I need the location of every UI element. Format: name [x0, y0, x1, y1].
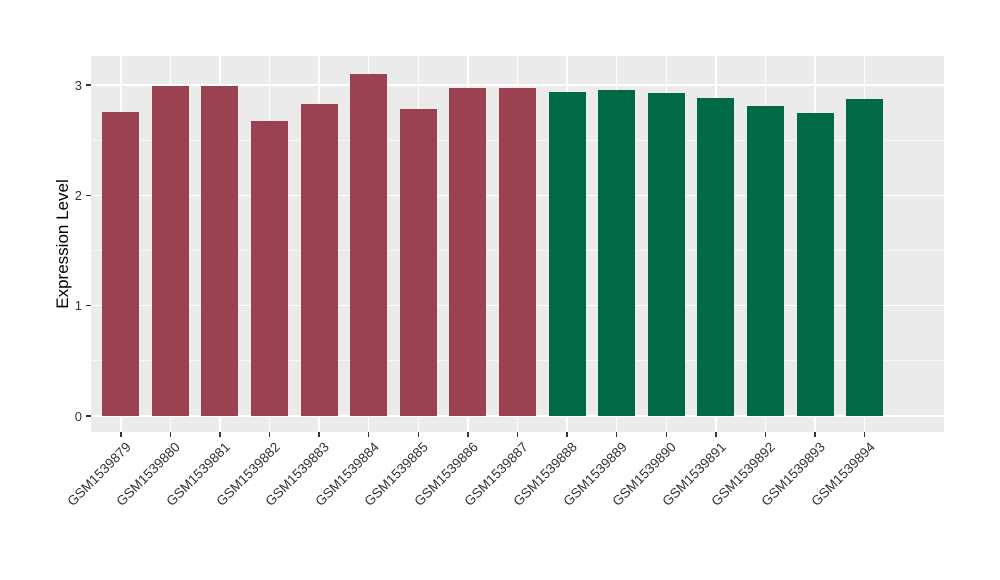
y-tick-mark	[86, 415, 91, 417]
bar-GSM1539881	[201, 86, 239, 416]
bar-GSM1539882	[251, 121, 289, 416]
x-tick-mark	[120, 432, 122, 437]
bar-GSM1539894	[846, 99, 884, 416]
y-tick-label: 2	[74, 187, 82, 203]
y-tick-mark	[86, 304, 91, 307]
x-tick-mark	[367, 432, 370, 437]
x-tick-mark	[764, 432, 767, 437]
bar-GSM1539879	[102, 111, 140, 416]
bar-GSM1539884	[350, 74, 388, 416]
bar-GSM1539888	[548, 91, 586, 416]
x-tick-mark	[715, 432, 717, 437]
x-tick-mark	[814, 432, 816, 437]
x-tick-mark	[516, 432, 519, 437]
y-tick-label: 0	[74, 408, 82, 424]
y-tick-label: 1	[74, 298, 82, 314]
x-tick-mark	[268, 432, 271, 437]
bar-GSM1539889	[598, 89, 636, 416]
bar-GSM1539891	[697, 98, 735, 416]
bar-GSM1539885	[399, 109, 437, 416]
y-tick-mark	[86, 194, 91, 197]
plot-panel	[91, 56, 944, 432]
x-tick-mark	[566, 432, 568, 437]
x-tick-mark	[615, 432, 618, 437]
x-tick-mark	[863, 432, 866, 437]
x-tick-mark	[169, 432, 172, 437]
y-tick-mark	[86, 84, 91, 86]
bar-GSM1539887	[499, 88, 536, 416]
bar-GSM1539886	[449, 88, 487, 416]
bar-GSM1539890	[647, 92, 685, 416]
bar-GSM1539892	[746, 106, 784, 416]
y-tick-label: 3	[74, 77, 82, 93]
x-tick-mark	[467, 432, 469, 437]
bar-GSM1539883	[300, 103, 338, 416]
x-tick-mark	[219, 432, 221, 437]
bar-GSM1539880	[151, 86, 189, 416]
bar-GSM1539893	[796, 112, 834, 416]
x-tick-mark	[318, 432, 320, 437]
x-tick-mark	[417, 432, 420, 437]
x-tick-mark	[665, 432, 668, 437]
